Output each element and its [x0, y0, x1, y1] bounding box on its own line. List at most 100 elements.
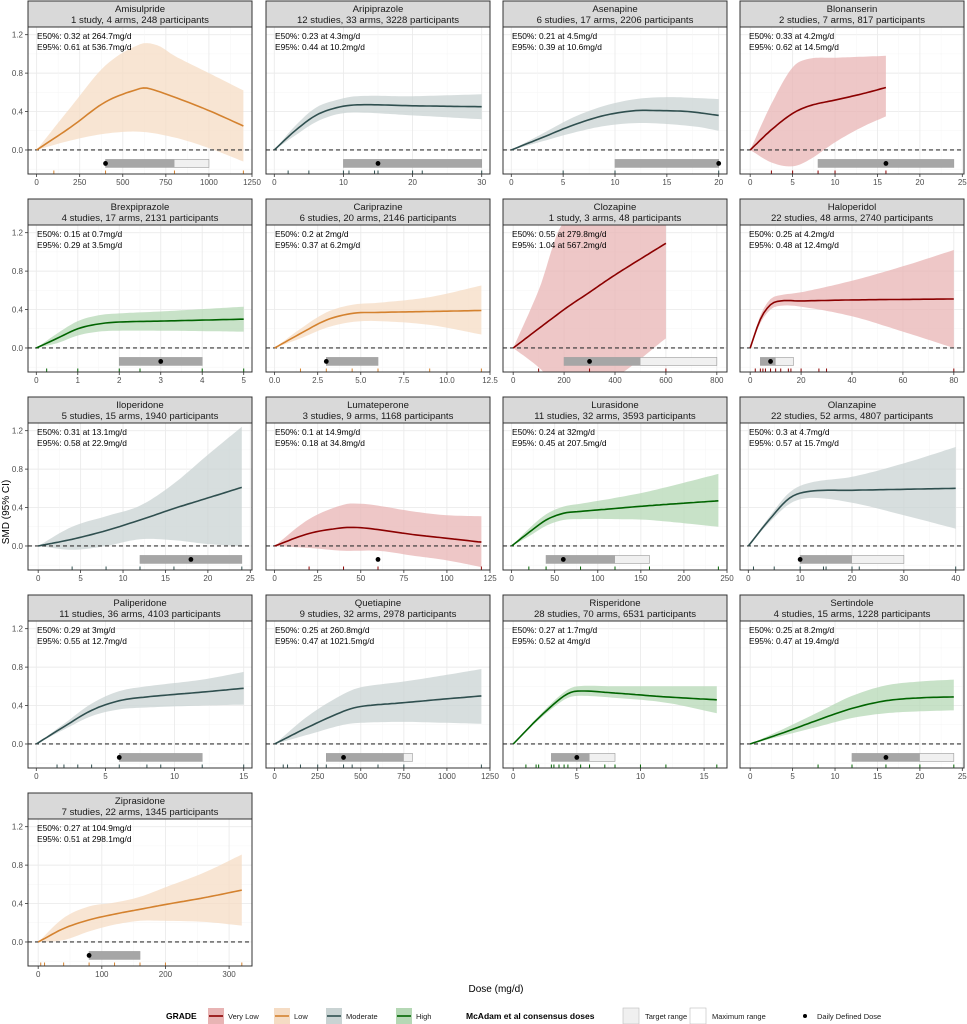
x-tick-label: 1 [76, 376, 81, 385]
x-tick-label: 500 [116, 178, 130, 187]
drug-name: Lumateperone [347, 400, 409, 411]
confidence-ribbon [36, 43, 244, 162]
x-tick-label: 50 [550, 574, 559, 583]
x-tick-label: 40 [951, 574, 960, 583]
y-tick-label: 0.8 [12, 267, 24, 276]
dose-response-curve [36, 87, 244, 151]
legend-item-moderate: Moderate [326, 1008, 378, 1024]
x-tick-label: 10 [636, 772, 645, 781]
study-summary: 22 studies, 48 arms, 2740 participants [771, 213, 933, 224]
x-tick-label: 0.0 [269, 376, 281, 385]
x-tick-label: 1000 [200, 178, 218, 187]
x-tick-label: 250 [720, 574, 734, 583]
strip-header [502, 396, 728, 424]
x-tick-label: 5 [241, 376, 246, 385]
dose-response-curve [274, 526, 482, 547]
x-tick-label: 1250 [243, 178, 261, 187]
x-tick-label: 10 [796, 574, 805, 583]
y-tick-label: 0.8 [12, 663, 24, 672]
x-tick-label: 10 [831, 178, 840, 187]
legend-dose-title: McAdam et al consensus doses [466, 1011, 595, 1021]
y-tick-label: 1.2 [12, 31, 24, 40]
daily-defined-dose-point [158, 359, 164, 364]
x-tick-label: 5 [78, 574, 83, 583]
x-tick-label: 0 [509, 574, 514, 583]
x-tick-label: 50 [356, 574, 365, 583]
strip-header [502, 0, 728, 28]
x-tick-label: 0 [272, 772, 277, 781]
dose-response-curve [511, 500, 719, 547]
daily-defined-dose-point [883, 161, 889, 166]
target-range-bar [105, 159, 175, 168]
confidence-ribbon [274, 503, 482, 568]
legend-swatch [622, 1007, 640, 1024]
e95-annotation: E95%: 0.52 at 4mg/d [512, 636, 591, 646]
x-tick-label: 10 [170, 772, 179, 781]
x-tick-label: 0 [34, 178, 39, 187]
y-tick-label: 1.2 [12, 229, 24, 238]
x-tick-label: 0 [36, 970, 41, 979]
x-tick-label: 10 [831, 772, 840, 781]
x-tick-label: 20 [714, 178, 723, 187]
x-tick-label: 15 [161, 574, 170, 583]
x-tick-label: 15 [239, 772, 248, 781]
strip-header [265, 198, 491, 226]
legend-label: Low [294, 1012, 308, 1021]
confidence-ribbon [274, 94, 482, 150]
y-axis-title: SMD (95% CI) [1, 480, 12, 544]
e95-annotation: E95%: 0.29 at 3.5mg/d [37, 240, 123, 250]
daily-defined-dose-point [188, 557, 194, 562]
confidence-ribbon [513, 225, 666, 372]
dose-response-curve [749, 298, 954, 349]
x-tick-label: 30 [899, 574, 908, 583]
legend-label: Moderate [346, 1012, 378, 1021]
daily-defined-dose-point [574, 755, 580, 760]
dose-response-curve [37, 889, 242, 943]
drug-name: Olanzapine [828, 400, 877, 411]
confidence-ribbon [511, 473, 719, 546]
target-range-bar [551, 753, 590, 762]
x-tick-label: 0 [34, 772, 39, 781]
drug-name: Aripiprazole [353, 4, 404, 15]
drug-name: Paliperidone [113, 598, 166, 609]
x-tick-label: 4 [200, 376, 205, 385]
e95-annotation: E95%: 0.62 at 14.5mg/d [749, 42, 839, 52]
daily-defined-dose-point [375, 161, 381, 166]
target-range-bar [119, 753, 203, 762]
confidence-ribbon [748, 447, 956, 546]
legend-ddd-dot [803, 1014, 807, 1018]
plot-content [740, 55, 964, 174]
study-summary: 4 studies, 15 arms, 1228 participants [774, 609, 931, 620]
e50-annotation: E50%: 0.31 at 13.1mg/d [37, 427, 127, 437]
x-tick-label: 20 [797, 376, 806, 385]
drug-name: Cariprazine [353, 202, 402, 213]
confidence-ribbon [274, 285, 482, 348]
y-tick-label: 0.4 [12, 702, 24, 711]
x-tick-label: 40 [848, 376, 857, 385]
legend-label: Target range [645, 1012, 687, 1021]
daily-defined-dose-point [116, 755, 122, 760]
strip-header [27, 792, 253, 820]
x-tick-label: 5 [561, 178, 566, 187]
confidence-ribbon [513, 685, 717, 744]
x-tick-label: 25 [313, 574, 322, 583]
x-tick-label: 2 [117, 376, 122, 385]
confidence-ribbon [750, 250, 954, 348]
x-tick-label: 0 [509, 178, 514, 187]
e50-annotation: E50%: 0.33 at 4.2mg/d [749, 31, 835, 41]
x-tick-label: 25 [958, 178, 967, 187]
y-tick-label: 0.4 [12, 504, 24, 513]
dose-response-curve [274, 695, 482, 745]
study-summary: 3 studies, 9 arms, 1168 participants [303, 411, 454, 422]
gridlines [28, 225, 252, 372]
target-range-bar [564, 357, 641, 366]
legend-label: Very Low [228, 1012, 259, 1021]
